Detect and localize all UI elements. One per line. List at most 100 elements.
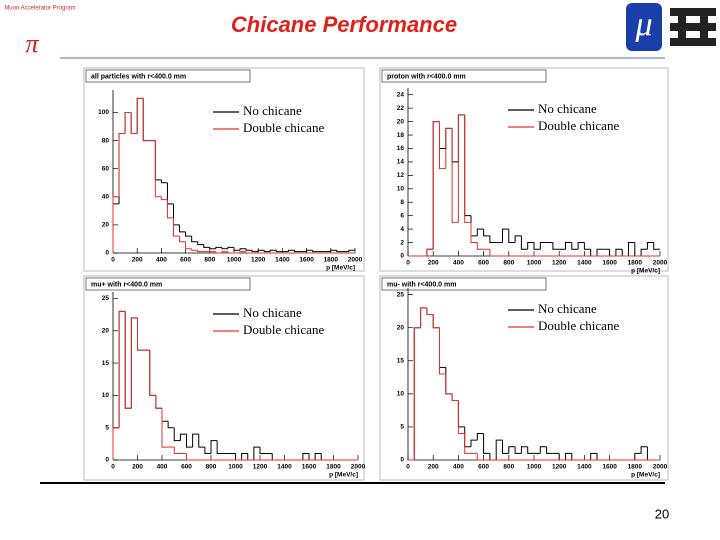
x-tick-label: 600	[478, 260, 489, 267]
hist-bin	[565, 242, 572, 250]
legend-label: No chicane	[538, 101, 597, 116]
panel-title-box	[381, 277, 547, 291]
panel-title-box	[85, 69, 251, 83]
x-tick-label: 200	[132, 464, 143, 471]
legend-label: No chicane	[243, 305, 302, 320]
hist-bin	[590, 452, 597, 460]
hist-bin	[426, 307, 434, 315]
hist-bin	[130, 112, 138, 135]
hist-bin	[546, 446, 553, 454]
hist-bin	[552, 242, 560, 250]
hist-bin	[203, 244, 210, 248]
panel-title: proton with r<400.0 mm	[387, 73, 466, 80]
y-tick-label: 10	[102, 392, 110, 399]
hist-bin	[640, 248, 648, 256]
hist-bin	[124, 111, 132, 134]
x-tick-label: 0	[111, 257, 115, 264]
hist-bin	[185, 231, 192, 237]
x-tick-label: 1200	[253, 464, 268, 471]
hist-bin	[160, 196, 168, 201]
hist-bin	[502, 440, 509, 454]
hist-bin	[439, 327, 446, 375]
y-tick-label: 15	[102, 360, 110, 367]
mu-logo: μ	[634, 6, 652, 43]
panel-frame	[83, 67, 365, 272]
hist-bin	[191, 248, 198, 251]
legend-label: Double chicane	[243, 322, 324, 337]
hist-bin	[124, 311, 132, 409]
hist-bin	[306, 249, 313, 252]
hist-bin	[221, 247, 228, 250]
hist-bin	[245, 251, 253, 254]
hist-bin	[173, 447, 181, 455]
x-tick-label: 1800	[628, 464, 643, 471]
hist-bin	[539, 242, 547, 250]
logo-left: π Muon Accelerator Program	[4, 6, 75, 58]
x-tick-label: 0	[111, 464, 115, 471]
x-tick-label: 400	[453, 260, 464, 267]
page-number: 20	[655, 506, 669, 521]
hist-bin	[210, 440, 218, 454]
x-axis-label: p [MeV/c]	[326, 265, 355, 272]
hist-bin	[253, 446, 260, 460]
y-tick-label: 24	[397, 91, 405, 98]
fermilab-logo	[670, 8, 716, 46]
x-tick-label: 200	[132, 257, 143, 264]
y-tick-label: 100	[98, 109, 109, 116]
hist-bin	[221, 251, 228, 253]
x-tick-label: 400	[157, 464, 168, 471]
hist-bin	[209, 247, 216, 250]
hist-bin	[215, 246, 222, 249]
hist-bin	[330, 249, 337, 252]
hist-bin	[179, 236, 186, 243]
x-tick-label: 1200	[552, 260, 567, 267]
logo-right: μ	[626, 3, 716, 51]
hist-bin	[314, 453, 322, 460]
hist-bin	[302, 453, 309, 460]
x-tick-label: 1800	[628, 260, 643, 267]
x-tick-label: 2000	[653, 260, 668, 267]
x-tick-label: 400	[453, 464, 464, 471]
hist-bin	[439, 121, 446, 170]
x-tick-label: 1600	[602, 260, 617, 267]
hist-bin	[451, 128, 459, 223]
legend-label: No chicane	[538, 301, 597, 316]
y-tick-label: 20	[102, 327, 110, 334]
hist-bin	[520, 446, 528, 454]
x-tick-label: 1400	[577, 464, 592, 471]
y-tick-label: 80	[102, 137, 110, 144]
x-tick-label: 1200	[552, 464, 567, 471]
x-tick-label: 800	[503, 260, 514, 267]
hist-bin	[179, 433, 187, 441]
logo-bar	[670, 8, 716, 16]
hist-bin	[527, 446, 534, 454]
hist-bin	[646, 242, 654, 250]
hist-bin	[539, 446, 547, 454]
y-tick-label: 0	[400, 457, 404, 464]
y-tick-label: 10	[397, 391, 405, 398]
histogram-panel: proton with r<400.0 mm024681012141618202…	[379, 67, 669, 275]
hist-bin	[136, 97, 144, 134]
hist-bin	[263, 250, 271, 253]
hist-bin	[432, 314, 440, 329]
hist-bin	[185, 241, 192, 250]
hist-bin	[160, 179, 168, 184]
y-tick-label: 8	[400, 199, 404, 206]
x-axis-label: p [MeV/c]	[329, 472, 358, 479]
x-tick-label: 1600	[302, 464, 317, 471]
hist-bin	[445, 127, 453, 169]
x-axis-label: p [MeV/c]	[631, 472, 660, 479]
hist-bin	[239, 248, 247, 251]
x-tick-label: 1600	[299, 257, 314, 264]
x-tick-label: 1000	[527, 260, 542, 267]
hist-bin	[495, 439, 503, 460]
x-tick-label: 800	[204, 257, 215, 264]
histogram-panel: all particles with r<400.0 mm 0 20 40 60 80 10…	[83, 67, 365, 272]
hist-bin	[451, 393, 459, 401]
y-tick-label: 15	[397, 357, 405, 364]
hist-bin	[186, 453, 193, 461]
hist-bin	[198, 434, 205, 448]
hist-bin	[470, 222, 478, 244]
hist-bin	[216, 440, 224, 455]
hist-bin	[596, 248, 604, 256]
